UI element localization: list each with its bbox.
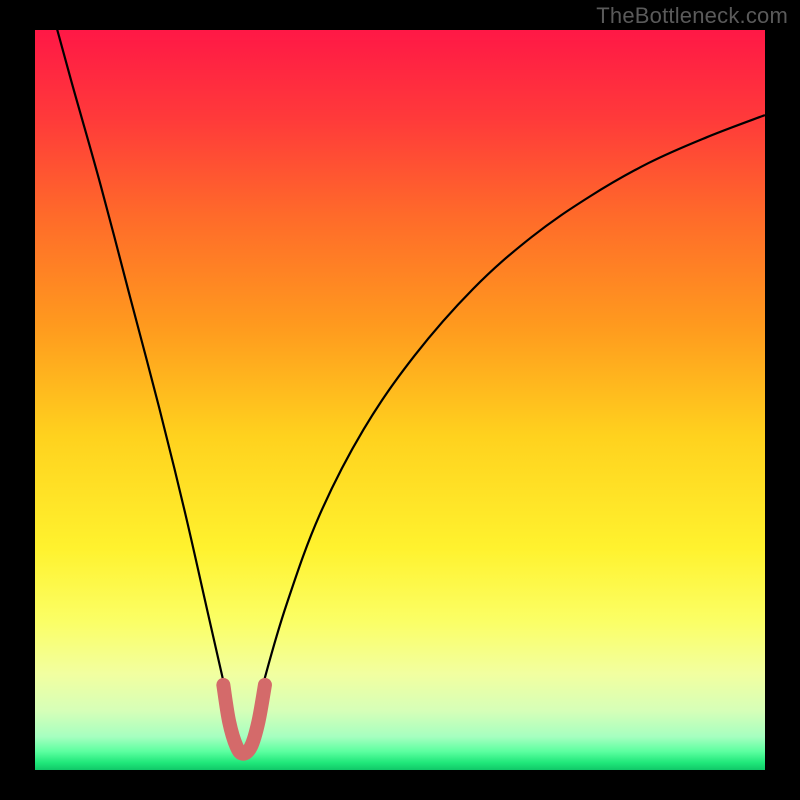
bottleneck-chart	[0, 0, 800, 800]
watermark-text: TheBottleneck.com	[596, 3, 788, 29]
chart-root: { "meta": { "watermark": "TheBottleneck.…	[0, 0, 800, 800]
gradient-background	[35, 30, 765, 770]
